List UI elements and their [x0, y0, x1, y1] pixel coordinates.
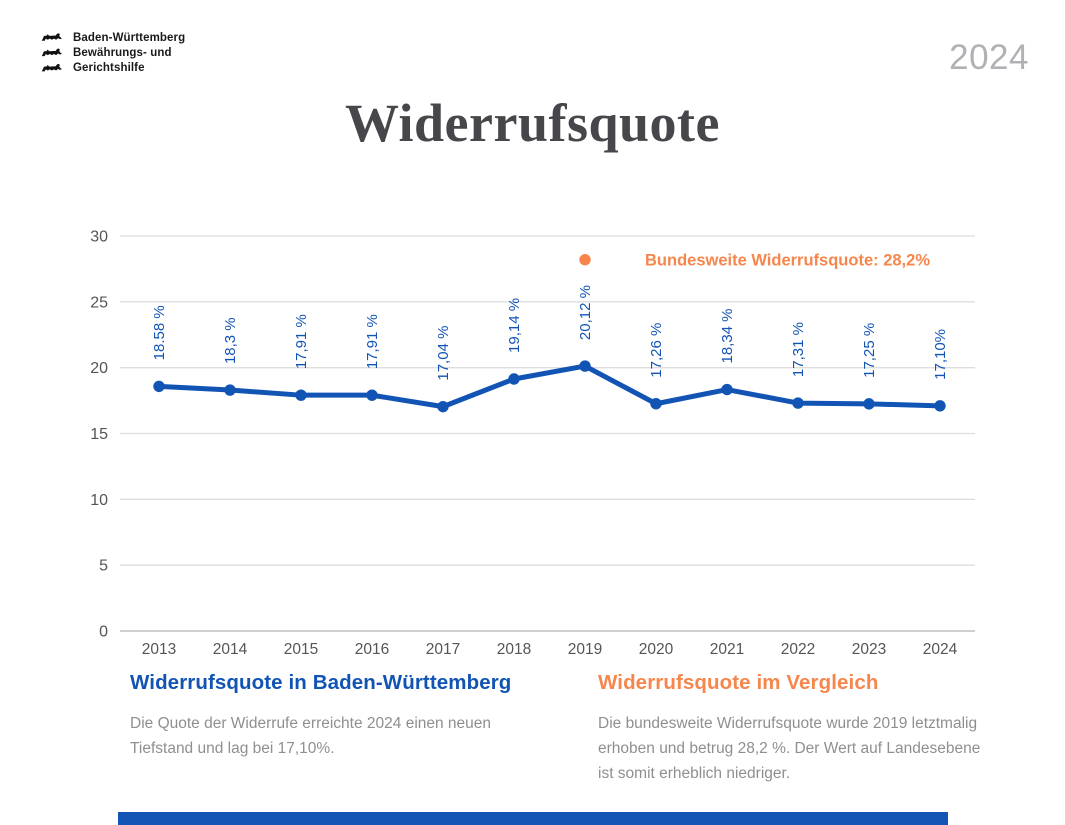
y-tick-label: 0 — [99, 624, 108, 641]
x-tick-label: 2024 — [923, 641, 958, 658]
x-tick-label: 2021 — [710, 641, 744, 658]
data-point — [437, 400, 449, 413]
y-tick-label: 20 — [90, 360, 108, 377]
data-point-label: 17,04 % — [435, 326, 452, 381]
data-point — [153, 380, 165, 393]
x-tick-label: 2018 — [497, 641, 531, 658]
page-title: Widerrufsquote — [344, 93, 720, 153]
x-tick-label: 2022 — [781, 641, 815, 658]
logo-line-3: Gerichtshilfe — [73, 62, 145, 74]
data-point — [721, 383, 733, 396]
data-point — [295, 389, 307, 401]
x-tick-label: 2017 — [426, 641, 460, 658]
logo-line-1: Baden-Württemberg — [73, 32, 186, 44]
x-tick-label: 2020 — [639, 641, 674, 658]
footer-accent-bar — [118, 812, 948, 825]
y-tick-label: 10 — [90, 492, 108, 509]
data-point-label: 17,10% — [932, 329, 949, 380]
data-point-label: 19,14 % — [506, 298, 523, 353]
data-point-label: 18,34 % — [719, 308, 736, 363]
y-tick-label: 5 — [99, 558, 108, 575]
y-tick-label: 30 — [90, 229, 108, 246]
data-point-label: 17,31 % — [790, 322, 807, 377]
x-tick-label: 2014 — [213, 641, 248, 658]
data-point — [579, 360, 591, 372]
section-left-heading: Widerrufsquote in Baden-Württemberg — [130, 671, 512, 694]
y-tick-label: 15 — [90, 426, 108, 443]
logo: Baden-Württemberg Bewährungs- und Gerich… — [40, 31, 185, 76]
data-point — [508, 373, 520, 385]
logo-line-2: Bewährungs- und — [73, 47, 172, 59]
x-tick-label: 2019 — [568, 641, 602, 658]
x-tick-label: 2015 — [284, 641, 318, 658]
national-rate-legend-label: Bundesweite Widerrufsquote: 28,2% — [645, 252, 930, 270]
data-point — [224, 384, 236, 396]
section-right-heading: Widerrufsquote im Vergleich — [598, 671, 879, 694]
national-rate-point — [579, 254, 591, 266]
section-baden-wuerttemberg: Widerrufsquote in Baden-Württemberg Die … — [130, 671, 532, 761]
data-point-label: 17,91 % — [293, 314, 310, 369]
data-point-label: 18,3 % — [222, 317, 239, 364]
data-point-label: 17,91 % — [364, 314, 381, 369]
data-point-label: 18.58 % — [151, 305, 168, 360]
data-point-label: 17,25 % — [861, 323, 878, 378]
data-point — [650, 398, 662, 410]
logo-text: Baden-Württemberg Bewährungs- und Gerich… — [73, 31, 185, 76]
data-point — [366, 389, 378, 401]
year-label: 2024 — [949, 38, 1029, 77]
x-tick-label: 2023 — [852, 641, 886, 658]
x-tick-label: 2016 — [355, 641, 389, 658]
x-tick-label: 2013 — [142, 641, 176, 658]
data-point-label: 17,26 % — [648, 323, 665, 378]
section-right-body: Die bundesweite Widerrufsquote wurde 201… — [598, 715, 981, 782]
section-vergleich: Widerrufsquote im Vergleich Die bundeswe… — [598, 671, 1000, 786]
data-point — [934, 400, 946, 412]
y-tick-label: 25 — [90, 294, 108, 311]
trend-line — [156, 363, 943, 410]
section-left-body: Die Quote der Widerrufe erreichte 2024 e… — [130, 715, 492, 757]
data-point — [863, 398, 875, 410]
data-point-label: 20,12 % — [577, 285, 594, 340]
data-point — [792, 397, 804, 409]
